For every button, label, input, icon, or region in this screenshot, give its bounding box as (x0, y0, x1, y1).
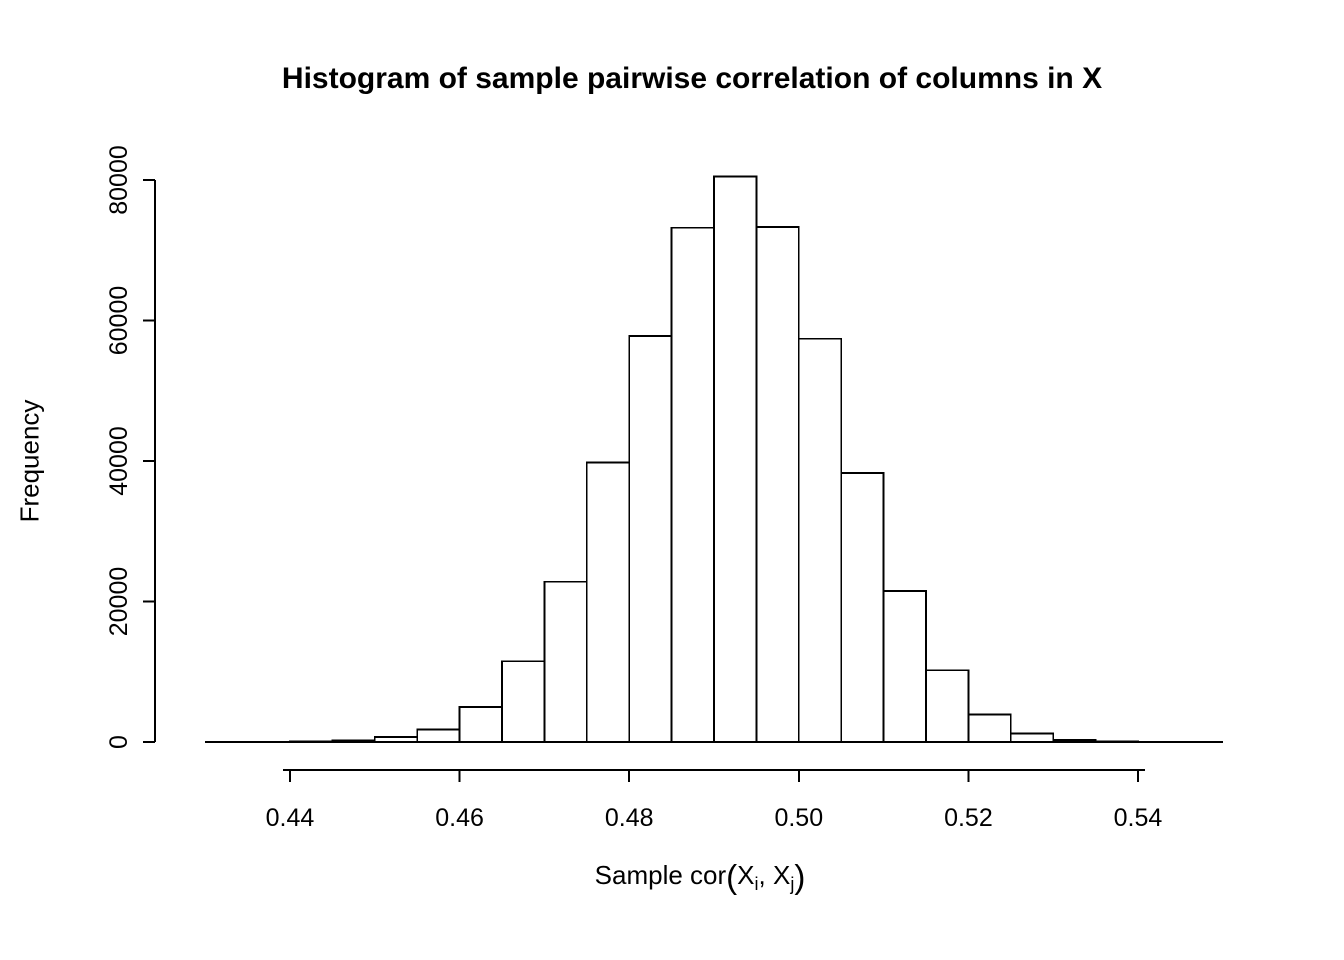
histogram-bar (670, 226, 715, 743)
histogram-bar (416, 728, 461, 743)
x-axis-label-text: Sample cor (594, 860, 727, 890)
histogram-bar (882, 590, 927, 743)
x-axis-label: Sample cor(Xi, Xj) (56, 858, 1344, 896)
histogram-bar (501, 660, 546, 743)
histogram-bar (458, 705, 503, 743)
y-tick-label: 40000 (105, 426, 133, 496)
histogram-bar (1009, 732, 1055, 743)
histogram-bar (755, 226, 800, 743)
x-tick-label: 0.54 (1114, 804, 1163, 832)
y-tick-label: 20000 (105, 567, 133, 637)
histogram-bar (1052, 738, 1097, 743)
histogram-bar (840, 472, 885, 743)
x-tick-label: 0.46 (435, 804, 484, 832)
histogram-bar (585, 461, 631, 743)
histogram-bar (331, 739, 376, 743)
y-tick-label: 60000 (105, 286, 133, 356)
subscript-i: i (754, 874, 759, 895)
y-tick-label: 0 (105, 735, 133, 749)
histogram-bar (925, 669, 970, 743)
close-paren: ) (794, 858, 806, 895)
histogram-bar (967, 713, 1012, 743)
histogram-bar (713, 175, 758, 743)
x-var-2: , X (758, 860, 791, 890)
histogram-bar (628, 335, 673, 743)
x-tick-label: 0.52 (944, 804, 993, 832)
x-var-1: X (737, 860, 755, 890)
subscript-j: j (790, 874, 795, 895)
histogram-bar (797, 337, 843, 743)
x-tick-label: 0.44 (266, 804, 315, 832)
chart-title: Histogram of sample pairwise correlation… (281, 62, 1103, 95)
open-paren: ( (726, 858, 738, 895)
x-tick-label: 0.50 (774, 804, 823, 832)
x-tick-label: 0.48 (605, 804, 654, 832)
histogram-bar (543, 580, 588, 743)
histogram-bar (1094, 740, 1139, 743)
y-tick-label: 80000 (105, 145, 133, 215)
histogram-bar (373, 736, 419, 743)
